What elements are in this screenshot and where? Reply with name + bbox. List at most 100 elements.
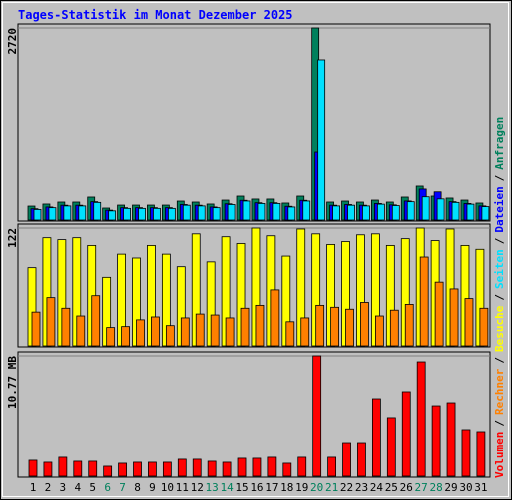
bar xyxy=(123,207,131,221)
bar xyxy=(78,205,87,221)
legend-separator: / xyxy=(493,420,506,427)
legend-entry: Volumen xyxy=(493,432,506,478)
bar xyxy=(108,210,117,221)
bar xyxy=(118,462,127,477)
x-tick-label: 3 xyxy=(60,481,67,494)
bar xyxy=(91,295,101,347)
bar xyxy=(46,297,56,347)
bar xyxy=(347,204,355,221)
bar xyxy=(267,456,277,477)
bar xyxy=(300,317,310,347)
bar xyxy=(240,307,250,347)
bar xyxy=(28,459,38,477)
x-tick-label: 29 xyxy=(444,481,457,494)
bar xyxy=(386,417,396,477)
legend-entry: Anfragen xyxy=(493,117,506,170)
x-tick-label: 21 xyxy=(325,481,338,494)
x-tick-label: 1 xyxy=(30,481,37,494)
bar xyxy=(404,304,414,347)
bar xyxy=(451,201,460,221)
bar xyxy=(360,302,369,347)
x-tick-label: 12 xyxy=(191,481,204,494)
bar xyxy=(446,402,456,477)
x-tick-label: 20 xyxy=(310,481,323,494)
bar xyxy=(302,200,311,221)
bar xyxy=(332,205,341,221)
x-tick-label: 9 xyxy=(149,481,156,494)
x-tick-label: 13 xyxy=(206,481,219,494)
bar xyxy=(431,405,441,477)
bar xyxy=(252,457,262,477)
bar xyxy=(282,462,292,477)
bar xyxy=(148,461,157,477)
x-tick-label: 10 xyxy=(161,481,174,494)
x-tick-label: 31 xyxy=(474,481,487,494)
legend-separator: / xyxy=(493,294,506,301)
bar xyxy=(357,442,366,477)
bar xyxy=(103,465,113,477)
bar xyxy=(133,461,142,477)
legend-separator: / xyxy=(493,237,506,244)
bar xyxy=(227,204,236,221)
bar xyxy=(182,204,191,221)
bar xyxy=(342,442,351,477)
bar xyxy=(317,59,326,221)
bar xyxy=(464,298,474,347)
bar xyxy=(461,429,471,477)
bar xyxy=(315,304,325,347)
bar xyxy=(374,315,384,347)
bar xyxy=(481,206,490,221)
bar xyxy=(434,281,444,347)
x-tick-label: 30 xyxy=(459,481,472,494)
bar xyxy=(165,325,175,347)
bar xyxy=(121,326,130,347)
legend-entry: Dateien xyxy=(493,186,506,232)
bar xyxy=(31,311,41,347)
bar xyxy=(312,355,322,477)
x-tick-label: 15 xyxy=(235,481,248,494)
bar xyxy=(237,457,247,477)
bar xyxy=(207,460,217,477)
x-tick-label: 18 xyxy=(280,481,293,494)
bar xyxy=(449,288,459,347)
x-tick-label: 19 xyxy=(295,481,308,494)
x-tick-label: 7 xyxy=(119,481,126,494)
chart-title: Tages-Statistik im Monat Dezember 2025 xyxy=(18,8,293,22)
bar xyxy=(255,304,265,347)
legend-entry: Besuche xyxy=(493,305,506,352)
inner-border xyxy=(2,2,509,497)
bar xyxy=(371,398,381,477)
legend-entry: Seiten xyxy=(493,249,506,289)
bar xyxy=(177,458,187,477)
bar xyxy=(466,203,475,221)
bar xyxy=(479,307,489,347)
x-tick-label: 26 xyxy=(400,481,413,494)
bar xyxy=(153,207,161,221)
bar xyxy=(419,256,429,347)
bar xyxy=(33,209,42,221)
bar xyxy=(225,317,235,347)
x-tick-label: 11 xyxy=(176,481,189,494)
x-tick-label: 28 xyxy=(429,481,442,494)
bar xyxy=(136,319,145,347)
bar xyxy=(93,201,102,221)
plot-area xyxy=(17,23,491,222)
x-tick-label: 8 xyxy=(134,481,141,494)
plot-area xyxy=(17,351,491,478)
bar xyxy=(272,203,281,221)
bar xyxy=(58,456,68,477)
y-tick-label: 10.77 MB xyxy=(6,356,19,409)
bar xyxy=(476,431,486,477)
bar xyxy=(195,313,205,347)
bar xyxy=(76,315,86,347)
bar xyxy=(421,196,430,221)
bar xyxy=(257,203,266,221)
x-tick-label: 22 xyxy=(340,481,353,494)
bar xyxy=(297,456,307,477)
bar xyxy=(106,327,116,347)
bar xyxy=(416,361,426,477)
bar xyxy=(88,460,98,477)
bar xyxy=(330,306,340,347)
bar xyxy=(287,206,296,221)
